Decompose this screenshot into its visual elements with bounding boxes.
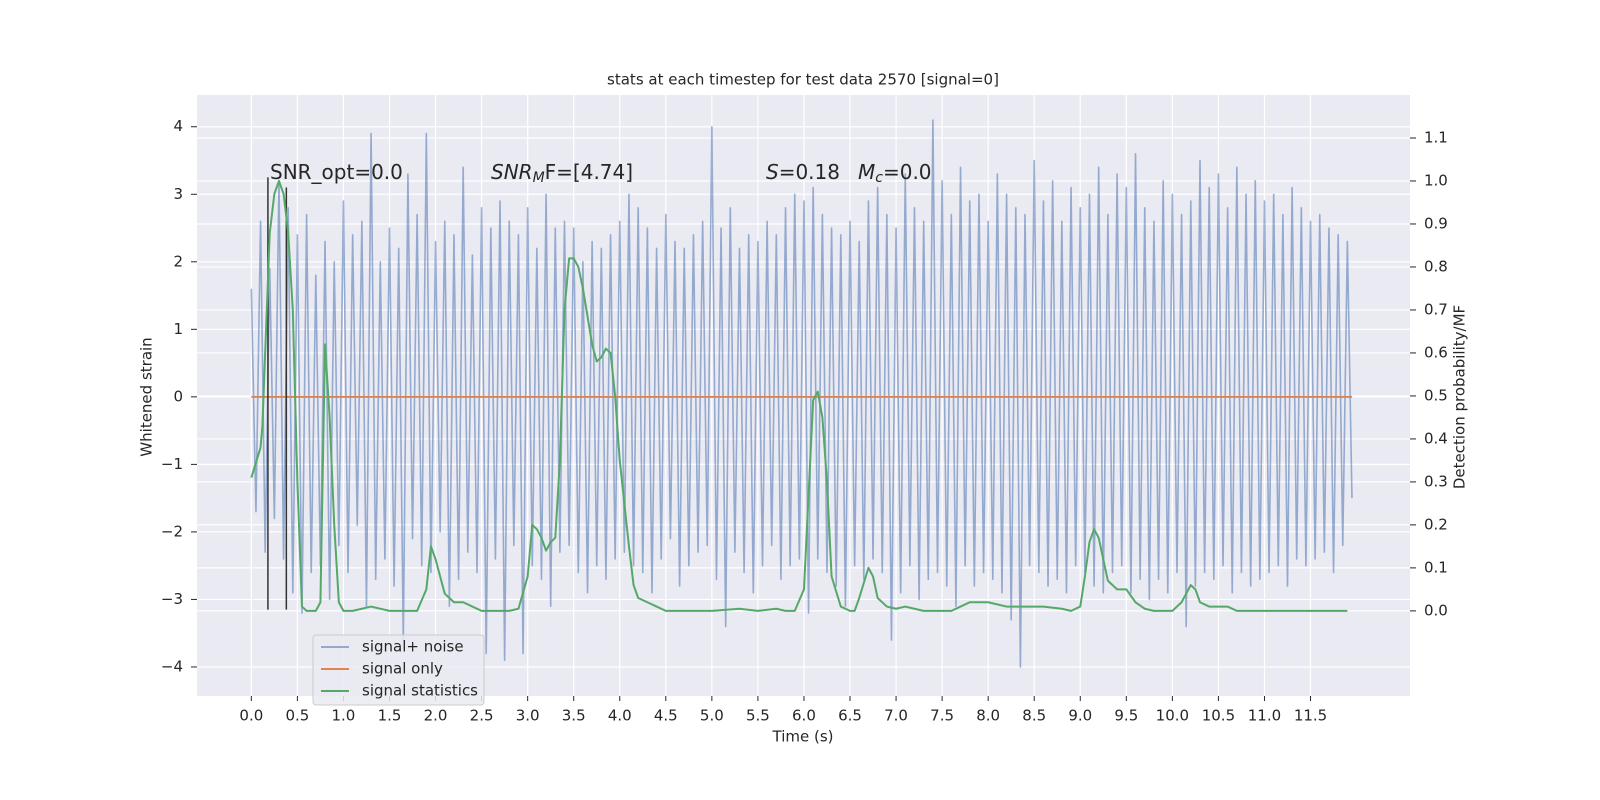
- annotation-subscript: M: [533, 170, 545, 186]
- x-tick-label: 9.0: [1068, 707, 1092, 725]
- annotation-text: SNR_opt=0.0: [270, 160, 403, 184]
- annotation-text: M: [858, 160, 875, 184]
- x-tick-label: 6.0: [792, 707, 816, 725]
- annotation-subscript: c: [875, 170, 883, 186]
- y-tick-label: 2: [173, 252, 183, 270]
- x-tick-label: 11.5: [1294, 707, 1327, 725]
- y2-tick-label: 0.3: [1424, 472, 1448, 490]
- y2-tick-label: 0.9: [1424, 214, 1448, 232]
- annotation: SNRMF=[4.74]: [491, 160, 633, 187]
- x-tick-label: 9.5: [1114, 707, 1138, 725]
- y-axis-label: Whitened strain: [138, 337, 156, 456]
- annotation-text: F=[4.74]: [545, 160, 633, 184]
- y-tick-label: 4: [173, 117, 183, 135]
- x-tick-label: 1.5: [378, 707, 402, 725]
- y-tick-label: 1: [173, 320, 183, 338]
- x-tick-label: 7.5: [930, 707, 954, 725]
- x-tick-label: 3.5: [562, 707, 586, 725]
- x-tick-label: 1.0: [332, 707, 356, 725]
- y2-tick-label: 0.5: [1424, 386, 1448, 404]
- y2-axis-label: Detection probability/MF: [1451, 305, 1469, 489]
- y2-tick-label: 0.0: [1424, 601, 1448, 619]
- y-tick-label: 3: [173, 185, 183, 203]
- y-tick-label: −3: [161, 590, 183, 608]
- series-line: [250, 179, 1348, 612]
- x-tick-label: 10.5: [1202, 707, 1235, 725]
- legend-box: [312, 634, 485, 706]
- y2-tick-label: 0.4: [1424, 429, 1448, 447]
- x-tick-label: 0.5: [285, 707, 309, 725]
- x-tick-label: 8.0: [976, 707, 1000, 725]
- legend-label: signal+ noise: [362, 638, 464, 656]
- x-tick-label: 2.5: [470, 707, 494, 725]
- legend-label: signal statistics: [362, 682, 478, 700]
- annotation-text: =0.0: [883, 160, 932, 184]
- x-tick-label: 5.0: [700, 707, 724, 725]
- x-axis-label: Time (s): [772, 728, 834, 746]
- series-line: [250, 119, 1353, 668]
- y-tick-label: −1: [161, 455, 183, 473]
- annotation: Mc=0.0: [858, 160, 932, 187]
- y2-tick-label: 0.8: [1424, 257, 1448, 275]
- annotation-text: S: [766, 160, 779, 184]
- x-tick-label: 6.5: [838, 707, 862, 725]
- x-tick-label: 7.0: [884, 707, 908, 725]
- annotation-text: SNR: [491, 160, 533, 184]
- x-tick-label: 5.5: [746, 707, 770, 725]
- x-tick-label: 4.0: [608, 707, 632, 725]
- labels: stats at each timestep for test data 257…: [138, 71, 1469, 746]
- annotation-text: =0.18: [779, 160, 840, 184]
- y-tick-label: −4: [161, 657, 183, 675]
- annotation: SNR_opt=0.0: [270, 160, 403, 184]
- annotation: S=0.18: [766, 160, 840, 184]
- x-tick-label: 10.0: [1156, 707, 1189, 725]
- y2-tick-label: 1.0: [1424, 171, 1448, 189]
- x-tick-label: 11.0: [1248, 707, 1281, 725]
- y2-tick-label: 0.1: [1424, 558, 1448, 576]
- x-tick-label: 4.5: [654, 707, 678, 725]
- y-tick-label: −2: [161, 522, 183, 540]
- y2-tick-label: 0.7: [1424, 300, 1448, 318]
- y-tick-label: 0: [173, 387, 183, 405]
- legend-label: signal only: [362, 660, 443, 678]
- x-tick-label: 3.0: [516, 707, 540, 725]
- x-tick-label: 2.0: [424, 707, 448, 725]
- chart-title: stats at each timestep for test data 257…: [607, 71, 999, 89]
- y2-tick-label: 0.6: [1424, 343, 1448, 361]
- marks: [250, 119, 1353, 668]
- x-tick-label: 0.0: [239, 707, 263, 725]
- x-tick-label: 8.5: [1022, 707, 1046, 725]
- legend: signal+ noise signal only signal statistic…: [312, 634, 485, 706]
- y2-tick-label: 1.1: [1424, 128, 1448, 146]
- y2-tick-label: 0.2: [1424, 515, 1448, 533]
